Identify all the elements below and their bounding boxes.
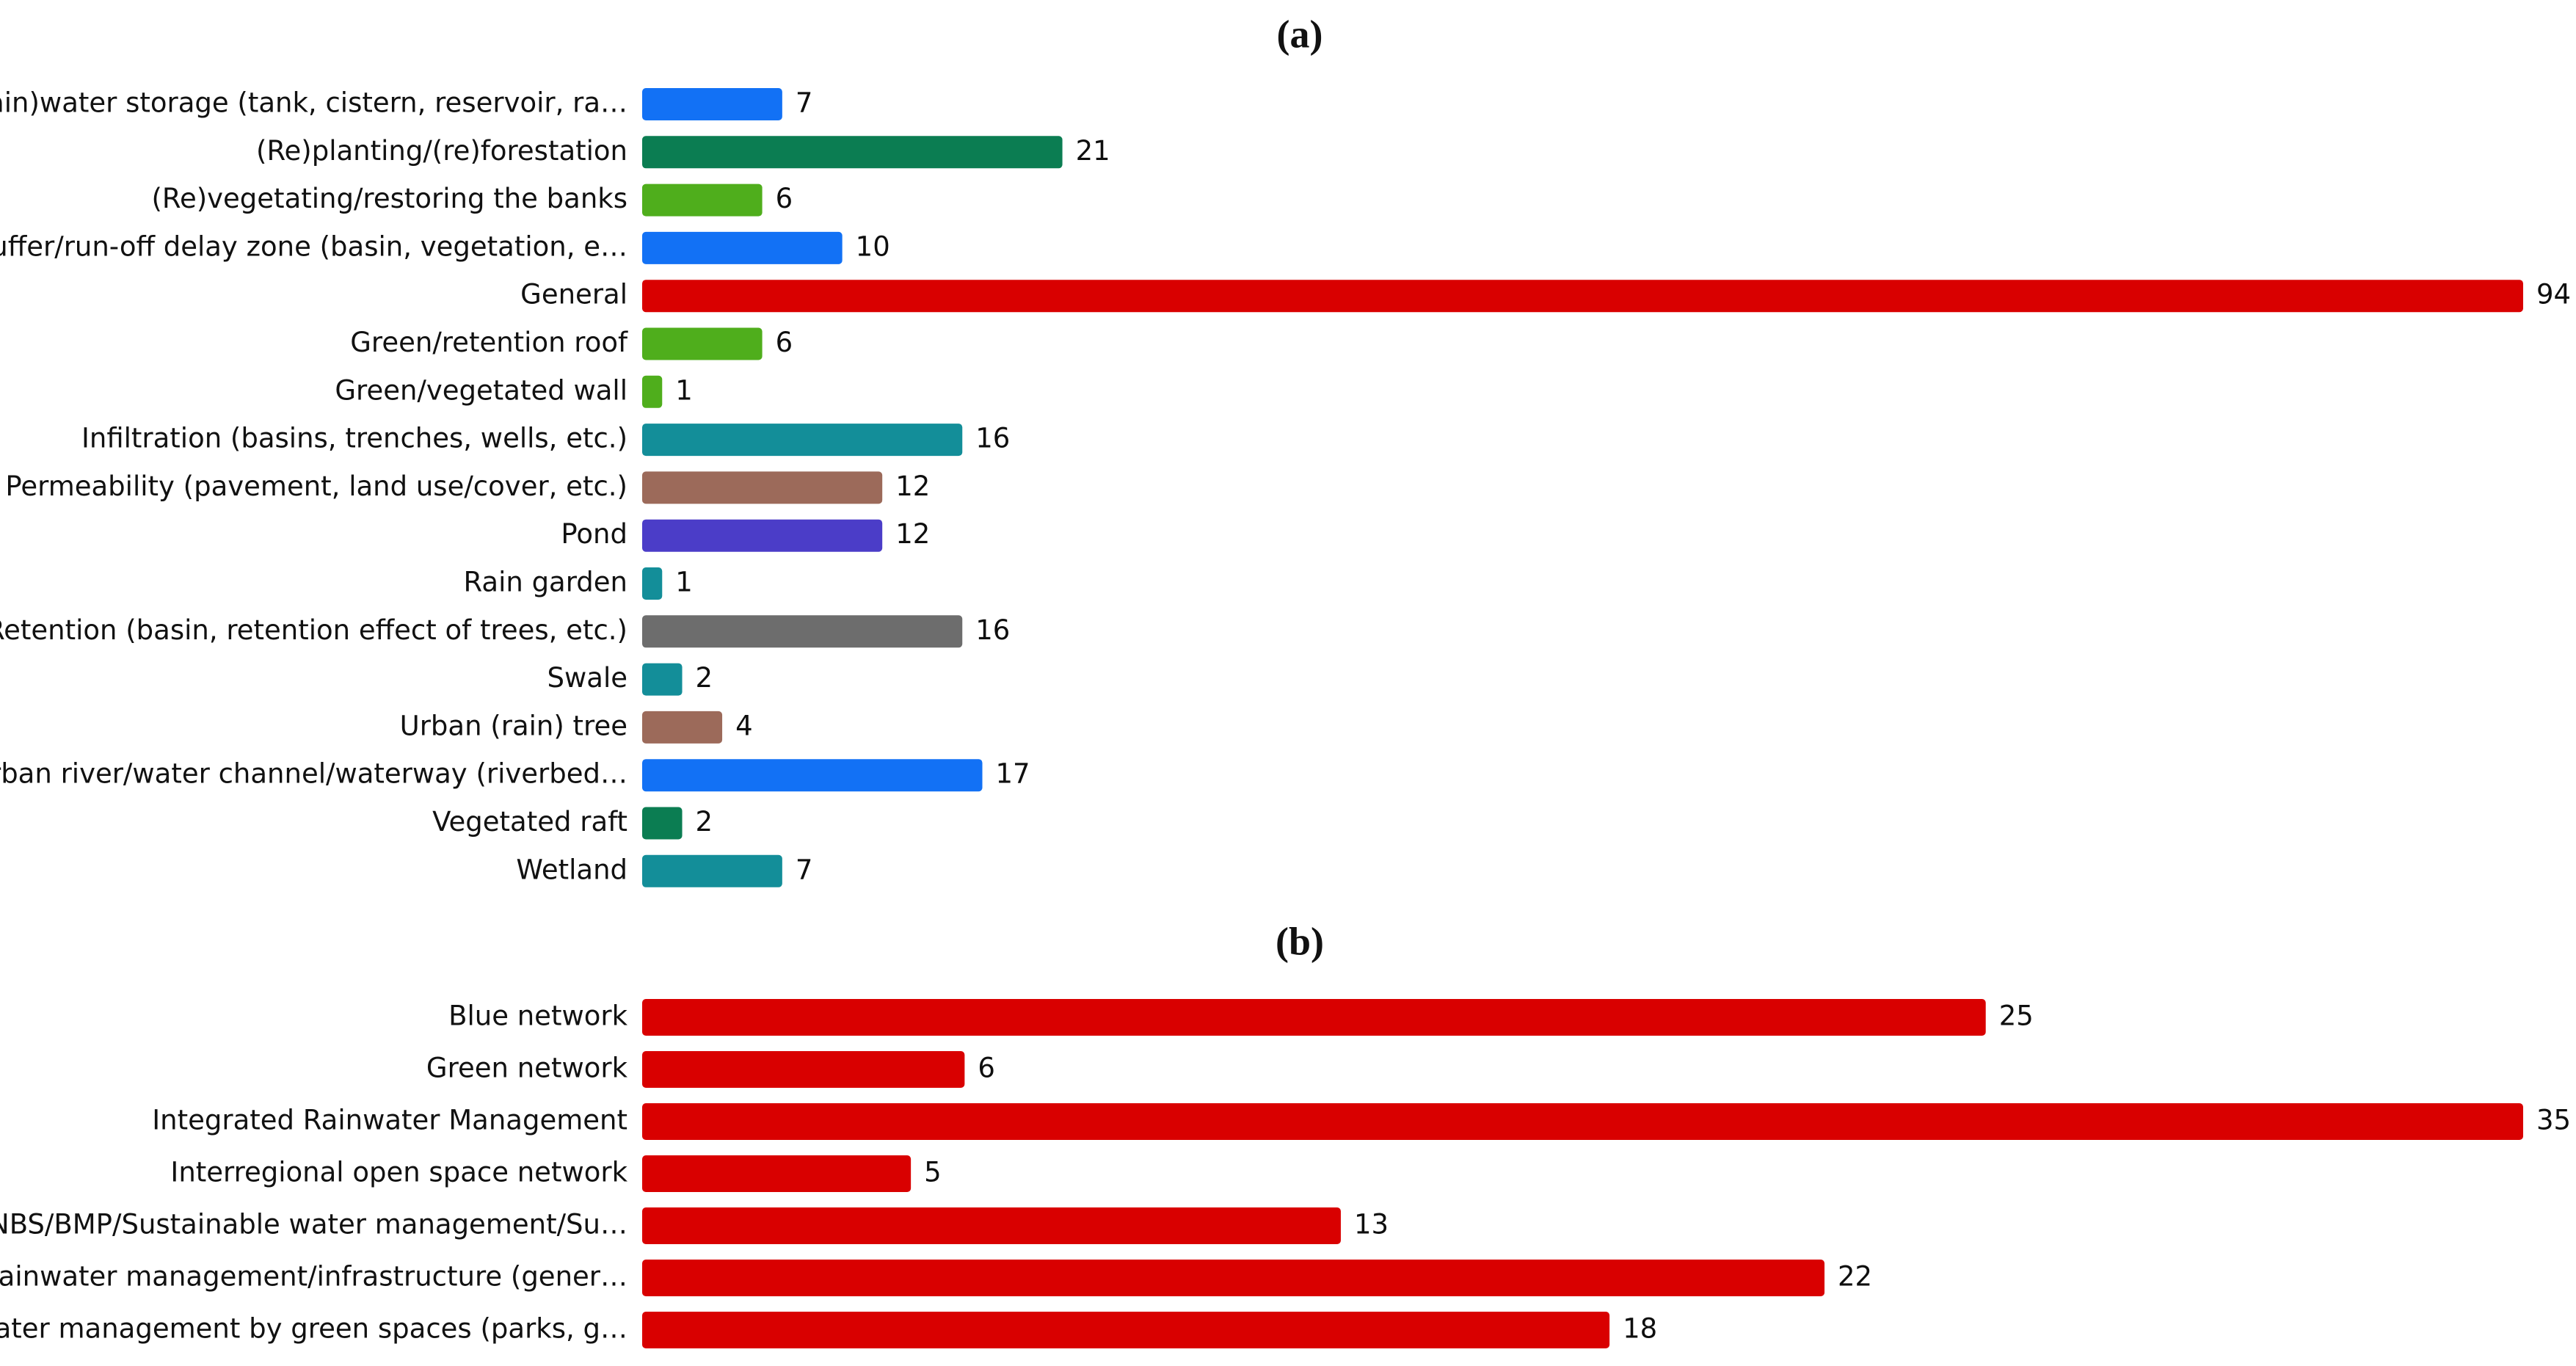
category-label: Green network — [426, 1053, 628, 1084]
category-label: Infiltration (basins, trenches, wells, e… — [81, 423, 627, 454]
category-label: Swale — [547, 662, 627, 694]
bar — [642, 759, 983, 792]
value-label: 22 — [1838, 1261, 1872, 1293]
bar — [642, 280, 2523, 313]
category-label: Pond — [561, 518, 627, 550]
bar — [642, 471, 883, 504]
bar — [642, 999, 1986, 1036]
category-label: Wetland — [516, 854, 627, 885]
bar — [642, 375, 663, 408]
category-label: (Re)planting/(re)forestation — [256, 135, 627, 167]
value-label: 18 — [1623, 1313, 1657, 1345]
bar — [642, 424, 963, 457]
category-label: Urban river/water channel/waterway (rive… — [0, 758, 627, 790]
category-label: Green/vegetated wall — [335, 374, 627, 406]
bar — [642, 184, 763, 217]
category-label: (Re)vegetating/restoring the banks — [151, 183, 627, 214]
bar — [642, 615, 963, 648]
value-label: 10 — [856, 230, 890, 262]
value-label: 5 — [924, 1157, 942, 1188]
chart-title: (b) — [1276, 919, 1324, 963]
bar — [642, 1207, 1341, 1244]
value-label: 7 — [796, 854, 813, 885]
bar — [642, 1260, 1825, 1296]
category-label: Urban (rain) tree — [400, 710, 627, 741]
value-label: 2 — [696, 662, 713, 694]
chart-title: (a) — [1277, 12, 1323, 56]
value-label: 7 — [796, 87, 813, 119]
value-label: 1 — [675, 567, 693, 598]
category-label: Integrated Rainwater Management — [152, 1105, 627, 1136]
bar — [642, 1051, 965, 1088]
value-label: 6 — [978, 1053, 995, 1084]
category-label: Permeability (pavement, land use/cover, … — [5, 471, 627, 502]
value-label: 21 — [1076, 135, 1110, 167]
value-label: 12 — [895, 518, 930, 550]
value-label: 1 — [675, 374, 693, 406]
category-label: Green/retention roof — [350, 327, 628, 358]
category-label: Vegetated raft — [432, 806, 627, 838]
bar — [642, 327, 763, 360]
value-label: 13 — [1354, 1209, 1389, 1240]
value-label: 17 — [996, 758, 1030, 790]
category-label: Blue network — [448, 1000, 627, 1032]
bar — [642, 136, 1063, 169]
bar — [642, 1103, 2523, 1140]
category-label: NBS/BMP/Sustainable water management/Su… — [0, 1209, 627, 1240]
category-label: (Rain)water storage (tank, cistern, rese… — [0, 87, 627, 119]
value-label: 16 — [975, 423, 1010, 454]
value-label: 16 — [975, 614, 1010, 646]
value-label: 4 — [735, 710, 753, 741]
bar — [642, 567, 663, 600]
category-label: Rain garden — [464, 567, 627, 598]
category-label: Buffer/run-off delay zone (basin, vegeta… — [0, 230, 627, 262]
category-label: Interregional open space network — [170, 1157, 627, 1188]
bar — [642, 663, 683, 696]
bar — [642, 231, 843, 264]
bar — [642, 807, 683, 840]
bar — [642, 854, 782, 887]
category-label: General — [520, 279, 627, 310]
value-label: 25 — [1999, 1000, 2034, 1032]
bar — [642, 88, 782, 120]
category-label: Water management by green spaces (parks,… — [0, 1313, 627, 1345]
value-label: 6 — [776, 183, 793, 214]
bar — [642, 1155, 912, 1192]
category-label: Retention (basin, retention effect of tr… — [0, 614, 627, 646]
value-label: 35 — [2536, 1105, 2571, 1136]
bar — [642, 1312, 1610, 1348]
category-label: Rainwater management/infrastructure (gen… — [0, 1261, 627, 1293]
value-label: 2 — [696, 806, 713, 838]
bar — [642, 519, 883, 552]
bar — [642, 711, 723, 744]
value-label: 94 — [2536, 279, 2571, 310]
value-label: 6 — [776, 327, 793, 358]
value-label: 12 — [895, 471, 930, 502]
